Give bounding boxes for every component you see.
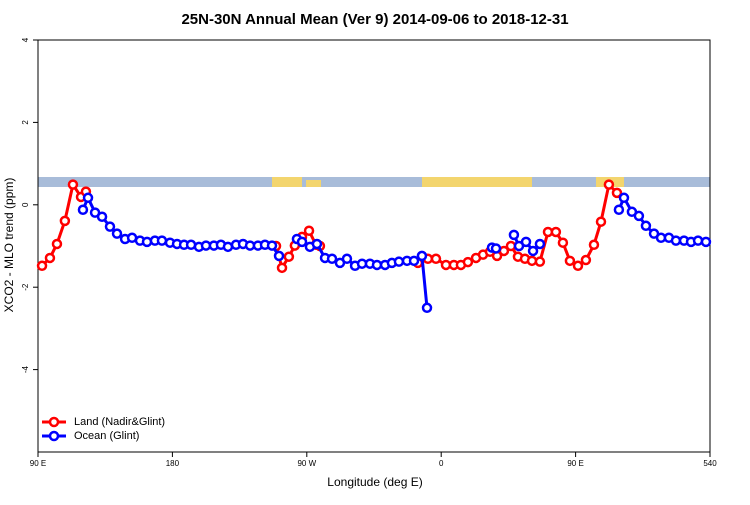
data-point bbox=[640, 220, 652, 232]
data-point bbox=[371, 259, 383, 271]
x-axis-label: Longitude (deg E) bbox=[327, 475, 422, 489]
data-point bbox=[82, 192, 94, 204]
y-axis-label: XCO2 - MLO trend (ppm) bbox=[2, 178, 16, 313]
y-tick-label: 0 bbox=[21, 202, 30, 207]
data-point bbox=[670, 235, 682, 246]
data-point bbox=[588, 239, 600, 251]
legend-marker bbox=[48, 430, 60, 442]
data-point bbox=[96, 211, 108, 222]
data-point bbox=[222, 241, 234, 253]
data-point bbox=[633, 210, 645, 222]
data-point bbox=[266, 240, 278, 251]
data-point bbox=[303, 225, 315, 237]
data-point bbox=[462, 256, 474, 268]
x-tick-label: 90 E bbox=[30, 459, 46, 468]
data-point bbox=[296, 236, 308, 248]
legend-label: Ocean (Glint) bbox=[74, 430, 139, 442]
x-tick-label: 540 bbox=[703, 459, 717, 468]
data-point bbox=[67, 179, 79, 190]
data-point bbox=[44, 252, 56, 264]
x-tick-label: 0 bbox=[439, 459, 444, 468]
data-point bbox=[311, 238, 323, 250]
data-point bbox=[273, 250, 285, 262]
data-point bbox=[326, 253, 338, 265]
data-point bbox=[527, 245, 539, 257]
data-point bbox=[572, 260, 584, 272]
data-point bbox=[520, 236, 532, 248]
data-point bbox=[51, 238, 63, 250]
data-point bbox=[104, 221, 116, 232]
data-point bbox=[534, 256, 546, 267]
data-point bbox=[564, 255, 576, 267]
data-point bbox=[111, 228, 123, 239]
legend-label: Land (Nadir&Glint) bbox=[74, 416, 165, 428]
data-point bbox=[595, 216, 607, 227]
legend-marker bbox=[48, 416, 60, 428]
data-point bbox=[408, 255, 420, 267]
data-point bbox=[580, 254, 592, 266]
x-tick-label: 180 bbox=[166, 459, 180, 468]
data-point bbox=[505, 240, 517, 252]
data-point bbox=[692, 235, 704, 246]
data-point bbox=[508, 229, 520, 241]
plot-frame bbox=[37, 39, 711, 453]
x-tick-label: 90 E bbox=[567, 459, 583, 468]
data-point bbox=[393, 256, 405, 267]
data-point bbox=[613, 204, 625, 215]
data-point bbox=[156, 235, 168, 246]
y-tick-label: -4 bbox=[21, 365, 30, 373]
data-point bbox=[618, 192, 630, 204]
data-point bbox=[421, 302, 433, 314]
data-point bbox=[557, 237, 569, 248]
x-tick-label: 90 W bbox=[297, 459, 316, 468]
data-point bbox=[603, 179, 615, 190]
data-point bbox=[77, 204, 89, 215]
data-point bbox=[59, 215, 71, 227]
y-tick-label: 2 bbox=[21, 120, 30, 125]
data-point bbox=[283, 251, 295, 262]
data-point bbox=[416, 250, 428, 262]
data-point bbox=[490, 243, 502, 254]
chart-title: 25N-30N Annual Mean (Ver 9) 2014-09-06 t… bbox=[181, 11, 568, 28]
y-tick-label: 4 bbox=[21, 37, 30, 42]
data-point bbox=[341, 253, 353, 265]
data-point bbox=[550, 226, 562, 238]
data-point bbox=[141, 236, 153, 248]
data-point bbox=[36, 260, 48, 272]
data-point bbox=[276, 262, 288, 274]
data-point bbox=[700, 236, 712, 248]
series-line bbox=[81, 194, 707, 308]
data-point bbox=[534, 238, 546, 250]
data-point bbox=[611, 187, 623, 199]
data-point bbox=[430, 253, 442, 265]
y-tick-label: -2 bbox=[21, 283, 30, 291]
